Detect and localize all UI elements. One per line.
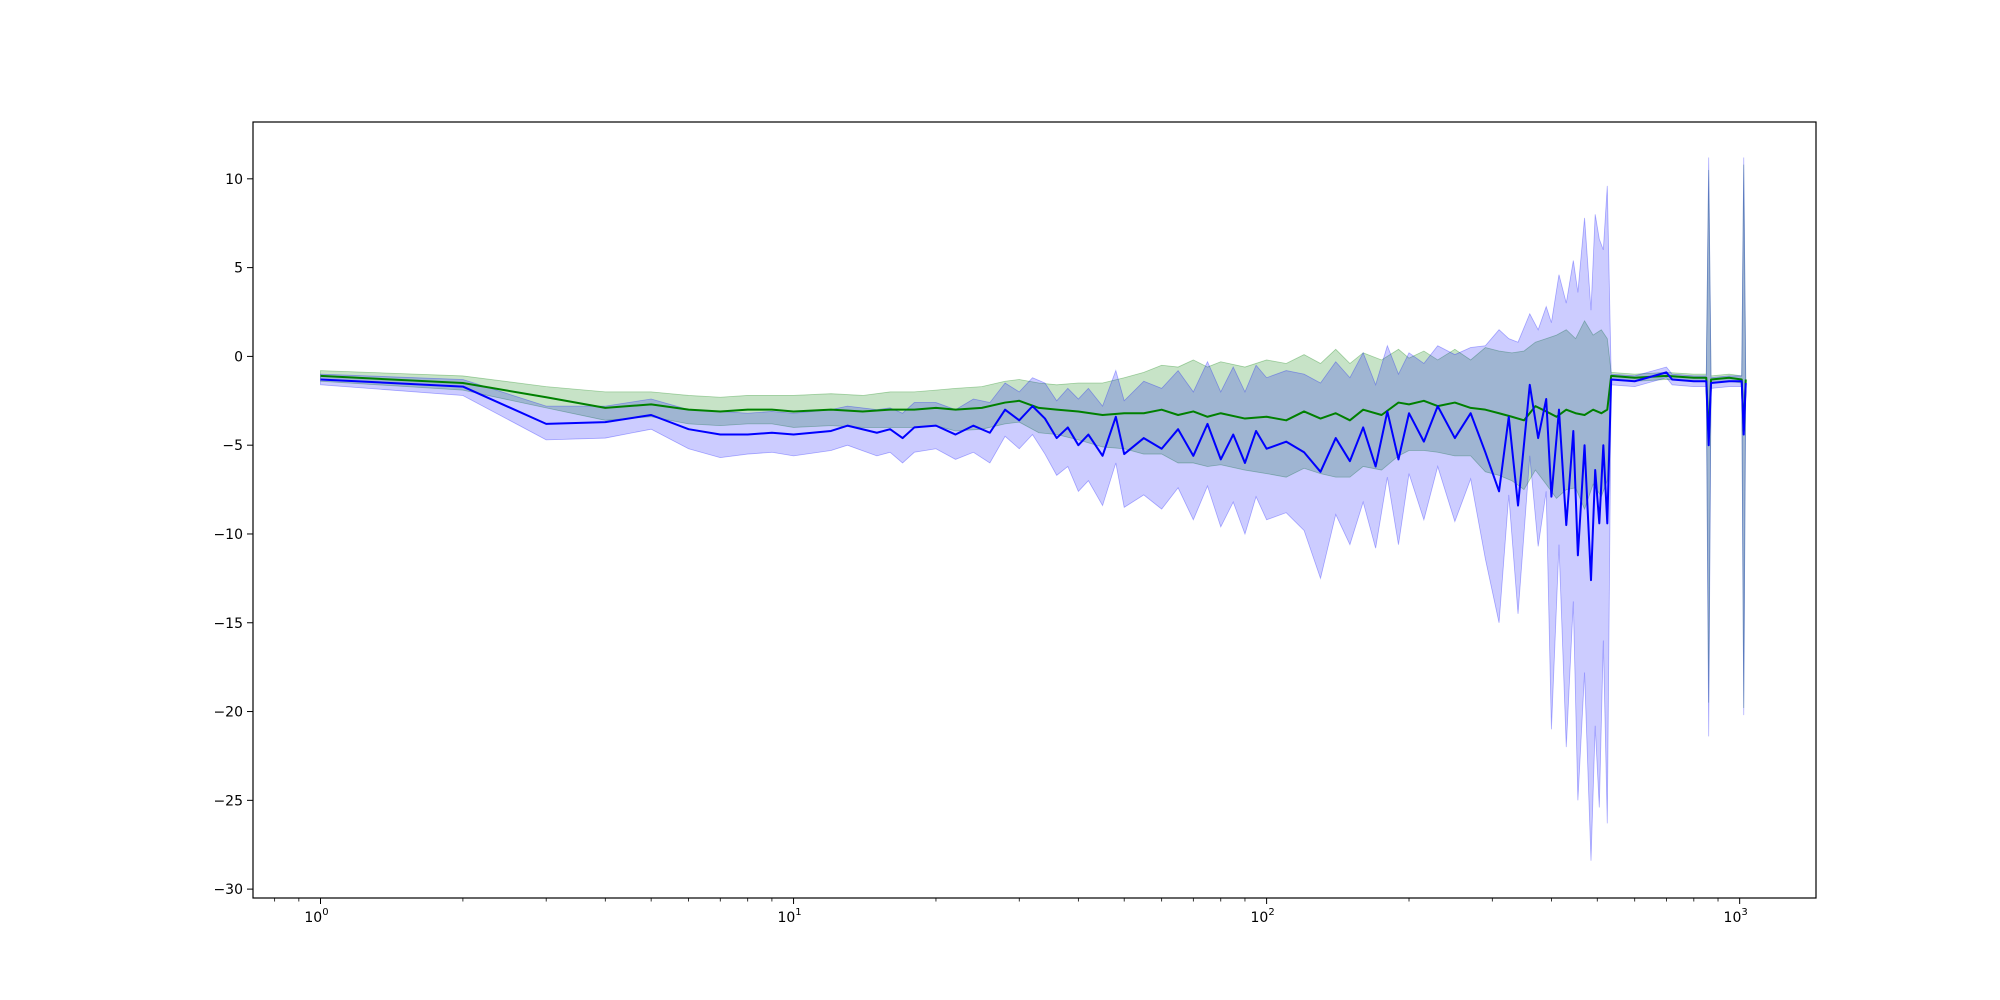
plot-area: [320, 157, 1747, 861]
y-tick-label: 0: [234, 349, 243, 365]
x-tick-exponent: 2: [1268, 907, 1274, 918]
x-tick-exponent: 0: [322, 907, 328, 918]
y-tick-label: 5: [234, 261, 243, 277]
y-tick-label: −20: [213, 705, 243, 721]
y-tick-label: 10: [225, 172, 243, 188]
y-tick-label: −5: [222, 438, 243, 454]
y-tick-label: −15: [213, 616, 243, 632]
x-tick-exponent: 1: [795, 907, 801, 918]
series-1-line: [320, 374, 1747, 438]
axes-frame: [252, 121, 1817, 899]
series-2-line: [320, 371, 1747, 582]
y-tick-label: −10: [213, 527, 243, 543]
y-tick-label: −30: [213, 882, 243, 898]
y-tick-label: −25: [213, 793, 243, 809]
x-tick-exponent: 3: [1741, 907, 1747, 918]
